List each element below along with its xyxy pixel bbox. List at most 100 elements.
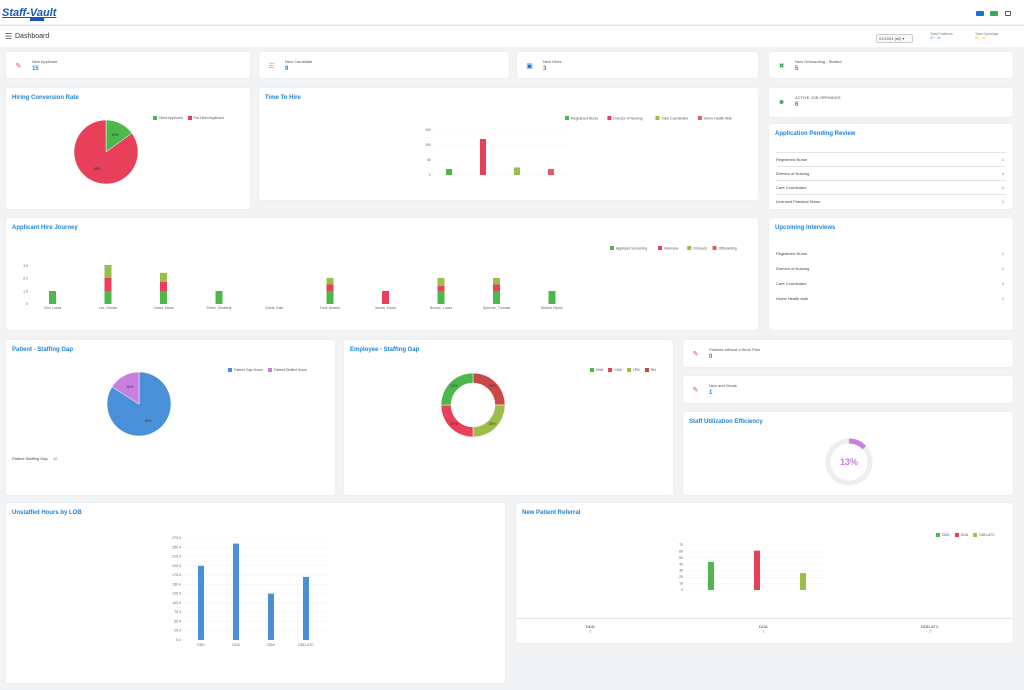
bar-segment[interactable] [49, 291, 56, 304]
slice-label: 15% [111, 133, 118, 137]
bar-segment[interactable] [160, 291, 167, 304]
y-tick-label: 75.4 [174, 610, 181, 614]
bar-segment[interactable] [326, 291, 334, 304]
bar-segment[interactable] [215, 291, 223, 304]
y-tick-label: 50.4 [174, 619, 181, 623]
bar-segment[interactable] [548, 291, 556, 304]
mail-icon[interactable] [976, 11, 984, 16]
menu-icon[interactable]: ☰ [5, 32, 13, 41]
bar[interactable] [303, 576, 309, 640]
referral-legend: DDD DOA DDD-ATC [936, 533, 995, 537]
bar[interactable] [198, 565, 204, 640]
applicant-journey-card: Applicant Hire Journey 3.5 2.2 1.5 0 Chin Lu… [6, 218, 758, 330]
bar-segment[interactable] [104, 278, 112, 291]
legend-swatch [697, 116, 702, 120]
pie-slice[interactable] [472, 404, 506, 438]
unstaffed-hours-card: Unstaffed Hours by LOB 275.4 250.4 225.4 20… [6, 503, 505, 683]
referral-footer: DDD 7 DOA 7 DDD-ATC 7 [516, 618, 1013, 638]
bar[interactable] [800, 573, 806, 590]
pie-slice[interactable] [440, 372, 474, 406]
metric-new-applicant[interactable]: ✎ New Applicant 15 [6, 52, 250, 78]
y-tick-label: 25.4 [174, 629, 181, 633]
bar[interactable] [233, 543, 239, 640]
y-tick-label: 50 [679, 556, 683, 560]
pie-slice[interactable] [111, 371, 140, 405]
group-icon: ✎ [692, 351, 699, 358]
y-tick-label: 60 [679, 549, 683, 553]
y-tick-label: 70 [679, 543, 683, 547]
bar-segment[interactable] [493, 284, 500, 292]
footer-ddd[interactable]: DDD 7 [586, 624, 595, 634]
user-check-icon: ☻ [777, 99, 786, 106]
bar-segment[interactable] [437, 278, 445, 286]
logo-underline [30, 17, 44, 21]
y-tick-label: 0 [681, 588, 683, 592]
pie-slice[interactable] [106, 371, 172, 437]
hiring-conversion-card: Hiring Conversion Rate Hired Applicant P… [6, 88, 250, 209]
utilization-gauge [825, 438, 873, 486]
y-tick-label: 175.4 [172, 573, 181, 577]
list-item[interactable]: Director of Nursing 4 [776, 166, 1006, 180]
list-item[interactable]: Registered Nurse 1 [776, 152, 1006, 166]
legend-label: Care Coordinator [662, 117, 690, 121]
bar[interactable] [708, 561, 714, 590]
hiring-conversion-legend: Hired Applicant Pre-Hired Applicant [153, 116, 224, 120]
x-tick-label: Ford, Amelia [320, 306, 340, 310]
list-item[interactable]: Registered Nurse 1 [776, 251, 1004, 256]
logout-icon[interactable] [1005, 11, 1011, 16]
gauge-fill [848, 438, 867, 450]
bar-segment[interactable] [104, 291, 112, 304]
pie-slice[interactable] [472, 372, 506, 406]
message-icon[interactable] [990, 11, 998, 16]
upcoming-interviews-card: Upcoming Interviews Registered Nurse 1 Di… [769, 218, 1013, 330]
metric-patients-without-visit[interactable]: ✎ Patients without a Work Plan 0 [683, 340, 1013, 367]
bar-segment[interactable] [326, 278, 334, 285]
list-item[interactable]: Care Coordinator 2 [776, 281, 1004, 286]
y-tick-label: 200.4 [172, 564, 181, 568]
bar[interactable] [446, 169, 452, 175]
bar-segment[interactable] [160, 272, 167, 282]
list-item[interactable]: Director of Nursing 1 [776, 266, 1004, 271]
legend-label: Registered Nurse [571, 117, 598, 121]
pie-slice[interactable] [440, 404, 474, 438]
metric-new-grads[interactable]: ✎ New and Grads 1 [683, 376, 1013, 403]
x-tick-label: Bullard Hynes [541, 306, 563, 310]
metric-new-onboarding[interactable]: ✖ New Onboarding - Started 5 [769, 52, 1013, 78]
y-tick-label: 1.5 [23, 289, 28, 293]
footer-doa[interactable]: DOA 7 [759, 624, 768, 634]
legend-label: Onboard [693, 247, 707, 251]
metric-new-candidate[interactable]: ☰ New Candidate 9 [259, 52, 509, 78]
footer-ddd-atc[interactable]: DDD-ATC 7 [921, 624, 939, 634]
total-openings: Total Openings 47 · 11 [975, 32, 999, 40]
legend-label: Director of Nursing [613, 117, 642, 121]
slice-label: 25% [450, 422, 457, 426]
bar[interactable] [548, 169, 554, 175]
slice-label: 16% [126, 385, 133, 389]
bar-segment[interactable] [437, 291, 445, 304]
slice-label: 84% [145, 419, 152, 423]
app-logo[interactable]: Staff-Vault [2, 7, 57, 19]
period-select[interactable]: 01/2024 (all) ▾ [876, 34, 913, 43]
bar-segment[interactable] [326, 284, 334, 292]
list-item[interactable]: Care Coordinator 1 [776, 180, 1006, 194]
bar-segment[interactable] [160, 281, 167, 291]
pie-slice[interactable] [73, 119, 139, 185]
bar[interactable] [268, 593, 274, 640]
bar[interactable] [480, 139, 486, 175]
employee-gap-donut: 25% 25% 25% 25% [440, 372, 506, 438]
patient-gap-legend: Patient Gap Hours Patient Staffed Hours [228, 368, 307, 372]
bar[interactable] [754, 550, 760, 590]
bar-segment[interactable] [104, 265, 112, 278]
bar-segment[interactable] [493, 291, 500, 304]
bar[interactable] [514, 167, 520, 176]
metric-new-hires[interactable]: ▣ New Hires 3 [517, 52, 758, 78]
list-item[interactable]: Home Health Aide 1 [776, 296, 1004, 301]
metric-active-job-openings[interactable]: ☻ ACTIVE JOB OPENINGS 6 [769, 88, 1013, 117]
y-tick-label: 100 [425, 143, 431, 147]
new-patient-referral-chart: 70 60 50 40 30 20 10 0 [679, 543, 826, 592]
bar-segment[interactable] [437, 285, 445, 291]
bar-segment[interactable] [493, 278, 500, 285]
bar-segment[interactable] [382, 291, 389, 304]
list-icon: ☰ [268, 63, 275, 70]
list-item[interactable]: Licensed Practical Nurse 1 [776, 194, 1006, 208]
